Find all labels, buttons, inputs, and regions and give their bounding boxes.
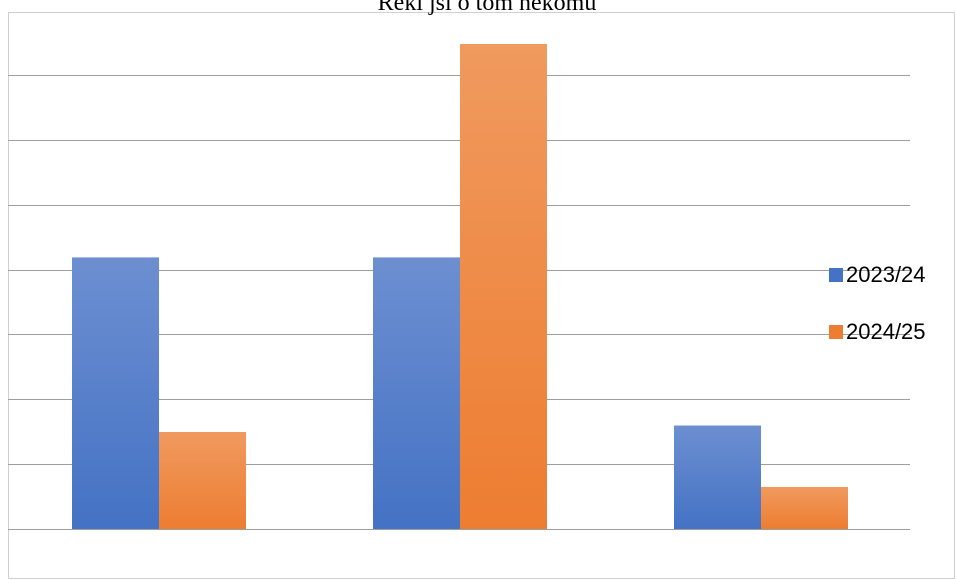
bar-2024-25-2 — [761, 486, 848, 529]
bars — [72, 44, 848, 529]
legend-label: 2024/25 — [846, 319, 926, 344]
legend: 2023/24 2024/25 — [829, 262, 926, 344]
chart-title: Řekl jsi o tom někomu — [378, 0, 597, 16]
legend-swatch — [829, 325, 843, 339]
bar-2024-25-0 — [159, 432, 246, 529]
bar-2023-24-1 — [373, 257, 460, 529]
chart-frame — [8, 12, 955, 579]
legend-swatch — [829, 268, 843, 282]
bar-2023-24-0 — [72, 257, 159, 529]
legend-label: 2023/24 — [846, 262, 926, 287]
bar-2024-25-1 — [460, 44, 547, 529]
bar-2023-24-2 — [674, 425, 761, 529]
